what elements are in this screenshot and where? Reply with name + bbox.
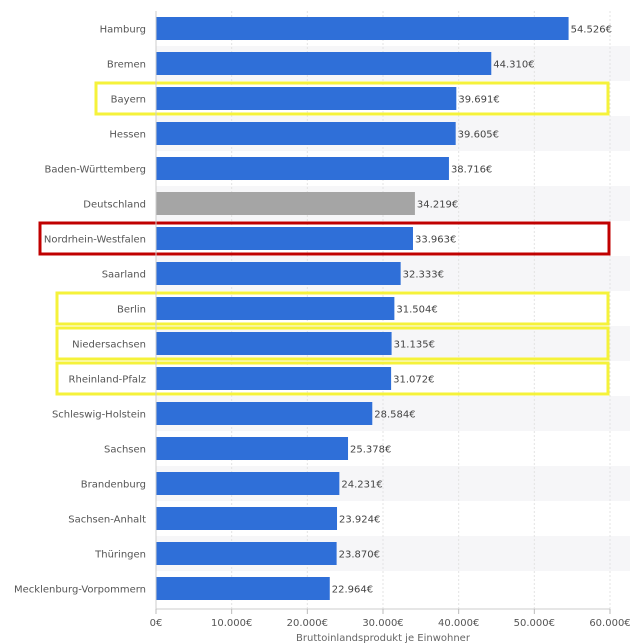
category-label: Sachsen-Anhalt	[68, 515, 146, 526]
data-label: 23.924€	[339, 515, 380, 526]
bars	[156, 17, 569, 600]
tick-label: 50.000€	[514, 618, 555, 629]
bar	[156, 157, 449, 180]
category-label: Schleswig-Holstein	[52, 410, 146, 421]
data-label: 24.231€	[341, 480, 382, 491]
data-label: 33.963€	[415, 235, 456, 246]
bar	[156, 262, 401, 285]
category-label: Rheinland-Pfalz	[69, 375, 146, 386]
category-label: Sachsen	[104, 445, 146, 456]
data-label: 23.870€	[339, 550, 380, 561]
data-label: 28.584€	[374, 410, 415, 421]
category-label: Baden-Württemberg	[44, 165, 146, 176]
bar	[156, 87, 457, 110]
bar	[156, 542, 337, 565]
data-label: 31.072€	[393, 375, 434, 386]
category-label: Saarland	[102, 270, 146, 281]
category-label: Deutschland	[83, 200, 146, 211]
tick-label: 10.000€	[211, 618, 252, 629]
tick-label: 20.000€	[287, 618, 328, 629]
data-label: 22.964€	[332, 585, 373, 596]
tick-label: 0€	[150, 618, 163, 629]
bar	[156, 472, 340, 495]
category-label: Mecklenburg-Vorpommern	[14, 585, 146, 596]
data-label: 39.605€	[458, 130, 499, 141]
category-label: Berlin	[117, 305, 146, 316]
highlight-box	[94, 81, 610, 116]
highlight-box	[55, 291, 610, 326]
bar	[156, 297, 395, 320]
category-label: Bremen	[107, 60, 146, 71]
data-label: 32.333€	[403, 270, 444, 281]
category-label: Hamburg	[100, 25, 146, 36]
x-axis: 0€ 10.000€ 20.000€ 30.000€ 40.000€ 50.000€ 60.…	[150, 11, 631, 629]
bar	[156, 332, 392, 355]
bar	[156, 577, 330, 600]
tick-label: 60.000€	[589, 618, 630, 629]
category-label: Bayern	[111, 95, 146, 106]
data-label: 31.135€	[394, 340, 435, 351]
category-labels: Hamburg Bremen Bayern Hessen Baden-Württembe…	[14, 25, 146, 596]
category-label: Thüringen	[94, 550, 146, 561]
category-label: Niedersachsen	[72, 340, 146, 351]
category-label: Brandenburg	[81, 480, 146, 491]
bar	[156, 507, 338, 530]
category-label: Nordrhein-Westfalen	[44, 235, 146, 246]
highlight-box	[55, 326, 610, 361]
bar	[156, 122, 456, 145]
data-label: 34.219€	[417, 200, 458, 211]
bar	[156, 227, 413, 250]
highlight-boxes	[38, 81, 611, 396]
x-axis-title: Bruttoinlandsprodukt je Einwohner	[296, 633, 471, 644]
data-label: 39.691€	[458, 95, 499, 106]
bar	[156, 367, 392, 390]
tick-label: 40.000€	[438, 618, 479, 629]
category-label: Hessen	[109, 130, 146, 141]
bar	[156, 437, 349, 460]
data-label: 44.310€	[493, 60, 534, 71]
data-label: 54.526€	[571, 25, 612, 36]
bar	[156, 402, 373, 425]
highlight-box	[55, 361, 610, 396]
bar	[156, 52, 492, 75]
bar	[156, 17, 569, 40]
data-label: 38.716€	[451, 165, 492, 176]
bar	[156, 192, 415, 215]
value-labels: 54.526€ 44.310€ 39.691€ 39.605€ 38.716€ 34.21…	[332, 25, 612, 596]
tick-label: 30.000€	[362, 618, 403, 629]
data-label: 31.504€	[396, 305, 437, 316]
highlight-box	[38, 221, 611, 256]
data-label: 25.378€	[350, 445, 391, 456]
